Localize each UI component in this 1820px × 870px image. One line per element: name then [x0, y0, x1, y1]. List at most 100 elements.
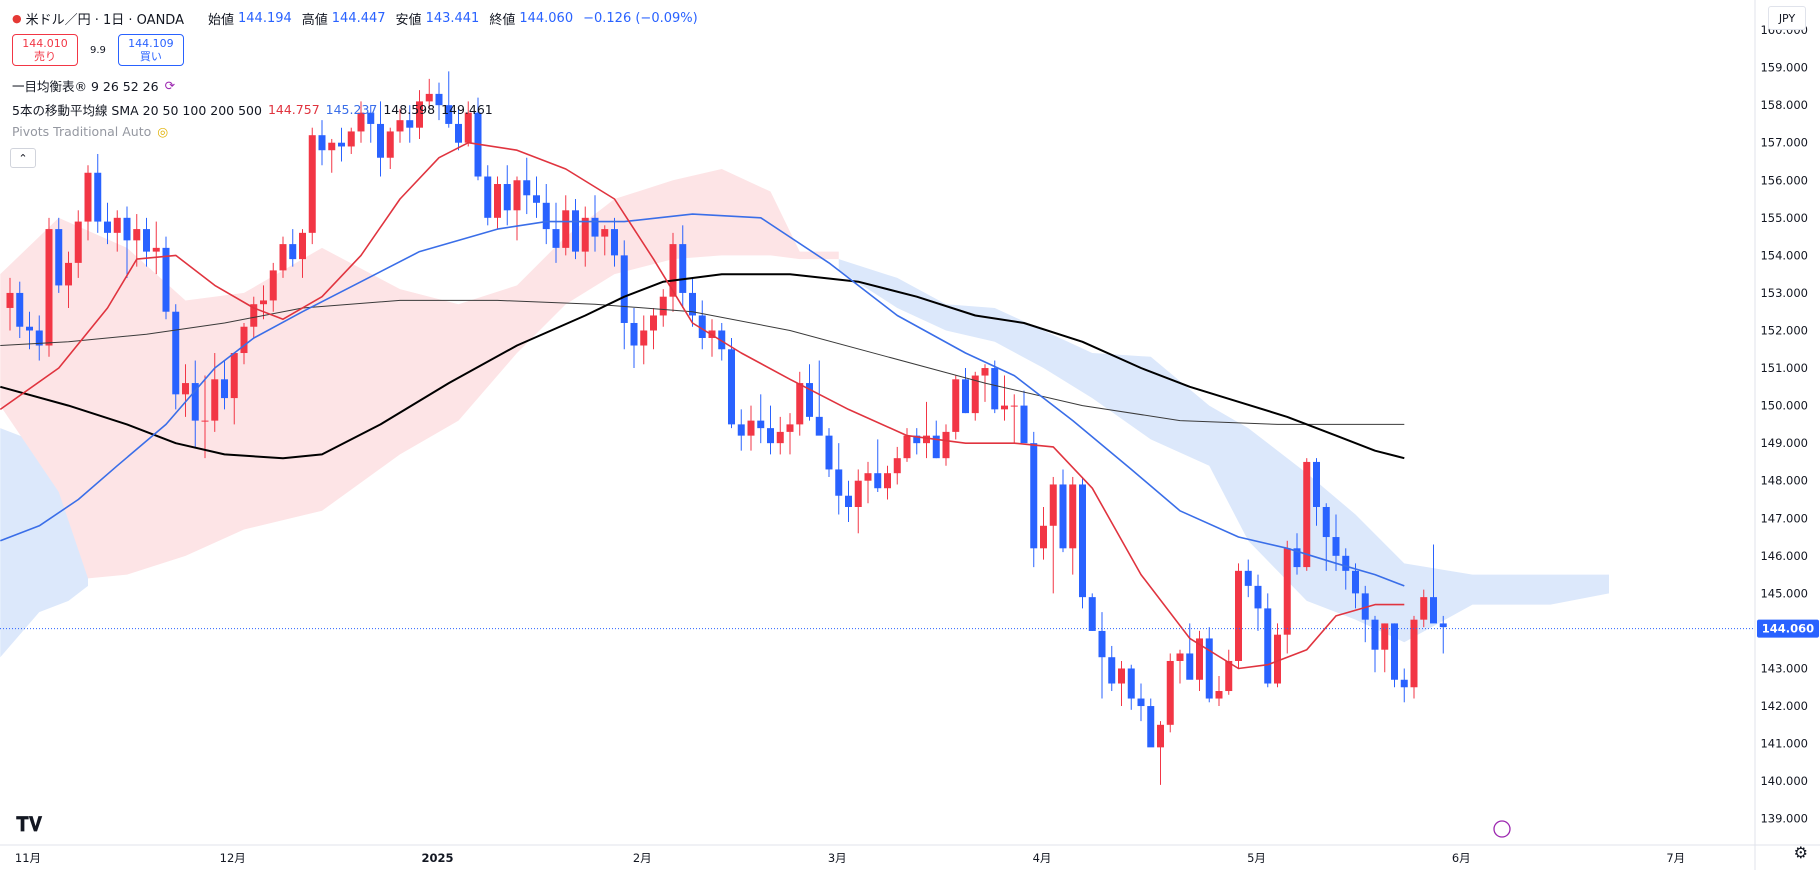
candle-body [786, 424, 794, 432]
x-tick-label: 11月 [15, 851, 41, 865]
candle-body [747, 420, 755, 436]
candle-body [1274, 634, 1281, 684]
candle-body [893, 458, 901, 474]
candle-body [1098, 630, 1106, 658]
candle-body [133, 229, 141, 241]
candle-body [221, 379, 228, 399]
symbol-title[interactable]: 米ドル／円 · 1日 · OANDA [25, 12, 184, 28]
cloud-segment-red [0, 169, 839, 579]
pivots-label: Pivots Traditional Auto [12, 124, 152, 139]
candle-body [572, 210, 579, 252]
candle-body [26, 326, 33, 331]
candle-body [874, 473, 882, 489]
candle-body [1020, 405, 1028, 444]
close-label: 終値 [489, 12, 516, 28]
candle-body [669, 244, 677, 297]
candle-body [55, 229, 63, 286]
candle-body [191, 383, 199, 421]
refresh-icon[interactable]: ⟳ [164, 78, 176, 93]
y-tick-label: 151.000 [1760, 361, 1808, 375]
low-value: 143.441 [425, 10, 480, 26]
settings-gear-icon[interactable]: ⚙ [1793, 843, 1808, 862]
close-value: 144.060 [519, 10, 574, 26]
sma50-value: 145.237 [325, 102, 378, 117]
x-tick-label: 7月 [1666, 851, 1685, 865]
candle-body [845, 495, 852, 507]
candle-body [250, 304, 258, 327]
sma-indicator[interactable]: 5本の移動平均線 SMA 20 50 100 200 500 144.757 1… [12, 100, 493, 119]
currency-button[interactable]: JPY [1768, 6, 1806, 30]
currency-label: JPY [1778, 11, 1796, 25]
sma200-value: 149.461 [441, 102, 493, 117]
high-label: 高値 [301, 12, 328, 28]
candle-body [328, 142, 336, 151]
candle-body [728, 349, 735, 425]
x-tick-label: 2025 [421, 851, 453, 865]
candle-body [84, 172, 92, 222]
buy-button[interactable]: 144.109 買い [117, 34, 184, 66]
candle-body [1439, 623, 1447, 628]
candle-body [1176, 653, 1184, 661]
candle-body [172, 311, 180, 395]
candle-body [445, 105, 453, 124]
candle-body [825, 435, 833, 470]
symbol-flag-icon: ● [12, 11, 22, 25]
candle-body [932, 435, 940, 459]
candle-body [357, 112, 365, 132]
y-tick-label: 145.000 [1760, 586, 1808, 600]
hidden-eye-icon[interactable]: ◎ [157, 124, 169, 139]
last-price-tag [1757, 619, 1819, 638]
candle-body [679, 244, 687, 293]
sell-button[interactable]: 144.010 売り [12, 34, 78, 66]
candle-body [952, 379, 960, 432]
ichimoku-indicator[interactable]: 一目均衡表® 9 26 52 26 ⟳ [12, 76, 175, 95]
candle-body [1303, 461, 1311, 568]
candle-body [318, 135, 326, 151]
candle-body [581, 217, 589, 252]
candle-body [757, 420, 765, 429]
candle-body [1410, 619, 1418, 688]
y-tick-label: 156.000 [1760, 173, 1808, 187]
candle-body [991, 368, 999, 410]
candle-body [260, 300, 267, 305]
candle-body [1235, 570, 1242, 661]
candle-body [1157, 724, 1164, 748]
candle-body [416, 101, 423, 128]
x-tick-label: 6月 [1452, 851, 1471, 865]
candle-body [718, 330, 726, 350]
candle-body [620, 255, 628, 323]
y-tick-label: 158.000 [1760, 98, 1808, 112]
candle-body [1127, 668, 1135, 699]
candle-body [143, 229, 150, 252]
y-tick-label: 150.000 [1760, 399, 1808, 413]
candle-body [942, 431, 950, 459]
candle-body [211, 379, 219, 421]
candle-body [523, 180, 531, 196]
candle-body [1205, 638, 1213, 699]
candle-body [347, 131, 355, 147]
candle-body [1244, 570, 1252, 586]
y-tick-label: 141.000 [1760, 737, 1808, 751]
pivots-indicator[interactable]: Pivots Traditional Auto ◎ [12, 124, 168, 139]
candle-body [854, 480, 862, 507]
candle-body [640, 330, 648, 346]
y-tick-label: 139.000 [1760, 812, 1808, 826]
candle-body [152, 247, 160, 252]
ichimoku-label: 一目均衡表® 9 26 52 26 [12, 79, 159, 94]
cloud-segment-blue-right [838, 259, 1609, 643]
candle-body [1352, 570, 1359, 594]
candle-body [377, 123, 384, 158]
candles [6, 71, 1447, 785]
candle-body [1030, 443, 1038, 549]
candle-body [650, 315, 657, 331]
candle-body [123, 217, 131, 241]
spread-value: 9.9 [90, 44, 106, 56]
candle-body [230, 353, 238, 399]
collapse-legend-button[interactable]: ⌃ [10, 148, 36, 168]
candle-body [552, 229, 560, 248]
candle-body [94, 172, 102, 222]
candle-body [1137, 698, 1145, 707]
candle-body [1293, 548, 1301, 568]
